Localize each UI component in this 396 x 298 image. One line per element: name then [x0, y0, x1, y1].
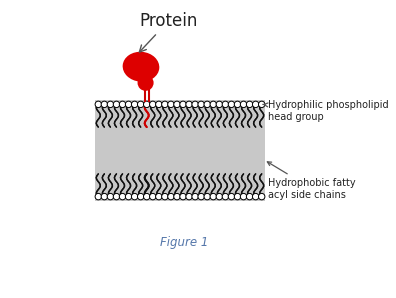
Text: Hydrophilic phospholipid
head group: Hydrophilic phospholipid head group	[263, 100, 389, 122]
Ellipse shape	[123, 52, 159, 82]
Circle shape	[95, 193, 101, 200]
Circle shape	[156, 101, 162, 108]
Circle shape	[204, 193, 210, 200]
Circle shape	[137, 101, 144, 108]
Circle shape	[180, 101, 186, 108]
Circle shape	[162, 101, 168, 108]
Circle shape	[240, 101, 247, 108]
Circle shape	[210, 193, 217, 200]
Circle shape	[119, 101, 126, 108]
Circle shape	[222, 101, 228, 108]
Circle shape	[186, 193, 192, 200]
Circle shape	[180, 193, 186, 200]
Text: Hydrophobic fatty
acyl side chains: Hydrophobic fatty acyl side chains	[267, 162, 356, 200]
Ellipse shape	[137, 75, 154, 91]
Circle shape	[228, 101, 235, 108]
Circle shape	[252, 101, 259, 108]
Circle shape	[131, 193, 138, 200]
Circle shape	[198, 193, 204, 200]
Circle shape	[234, 193, 241, 200]
Circle shape	[204, 101, 210, 108]
Circle shape	[101, 101, 108, 108]
Circle shape	[119, 193, 126, 200]
Text: Protein: Protein	[139, 12, 198, 52]
Circle shape	[113, 101, 120, 108]
Circle shape	[168, 101, 174, 108]
Circle shape	[216, 193, 223, 200]
Circle shape	[210, 101, 217, 108]
Circle shape	[113, 193, 120, 200]
Circle shape	[216, 101, 223, 108]
Circle shape	[252, 193, 259, 200]
Circle shape	[101, 193, 108, 200]
Circle shape	[259, 101, 265, 108]
Circle shape	[168, 193, 174, 200]
Bar	[95, 100, 265, 201]
Circle shape	[222, 193, 228, 200]
Circle shape	[246, 193, 253, 200]
Circle shape	[228, 193, 235, 200]
Circle shape	[143, 101, 150, 108]
Circle shape	[156, 193, 162, 200]
Circle shape	[259, 193, 265, 200]
Circle shape	[150, 193, 156, 200]
Circle shape	[95, 101, 101, 108]
Circle shape	[174, 193, 180, 200]
Circle shape	[198, 101, 204, 108]
Circle shape	[246, 101, 253, 108]
Circle shape	[240, 193, 247, 200]
Circle shape	[174, 101, 180, 108]
Circle shape	[137, 193, 144, 200]
Circle shape	[192, 101, 198, 108]
Circle shape	[192, 193, 198, 200]
Circle shape	[107, 193, 114, 200]
Circle shape	[126, 101, 132, 108]
Circle shape	[126, 193, 132, 200]
Circle shape	[150, 101, 156, 108]
Circle shape	[131, 101, 138, 108]
Circle shape	[107, 101, 114, 108]
Circle shape	[234, 101, 241, 108]
Circle shape	[162, 193, 168, 200]
Text: Figure 1: Figure 1	[160, 236, 209, 249]
Circle shape	[143, 193, 150, 200]
Circle shape	[186, 101, 192, 108]
